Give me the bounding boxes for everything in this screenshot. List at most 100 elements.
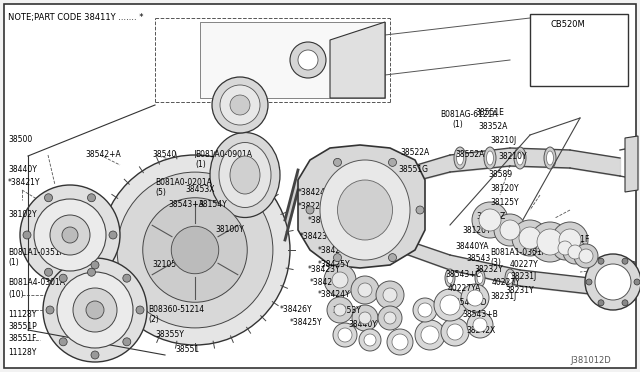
- Ellipse shape: [454, 147, 466, 169]
- Text: B081A1-0351A: B081A1-0351A: [490, 248, 547, 257]
- Circle shape: [333, 158, 342, 166]
- Text: 38242X: 38242X: [466, 326, 495, 335]
- Text: CB520M: CB520M: [550, 20, 586, 29]
- Circle shape: [352, 305, 378, 331]
- Circle shape: [467, 312, 493, 338]
- Circle shape: [59, 274, 67, 282]
- Circle shape: [332, 272, 348, 288]
- Circle shape: [421, 326, 439, 344]
- Circle shape: [62, 227, 78, 243]
- Circle shape: [117, 172, 273, 328]
- Circle shape: [45, 194, 52, 202]
- Circle shape: [598, 300, 604, 306]
- Circle shape: [440, 295, 460, 315]
- Polygon shape: [200, 22, 385, 98]
- Text: *38421Y: *38421Y: [8, 178, 40, 187]
- Circle shape: [579, 249, 593, 263]
- Polygon shape: [625, 136, 638, 192]
- Circle shape: [595, 264, 631, 300]
- Text: B081A0-0201A: B081A0-0201A: [155, 178, 212, 187]
- Polygon shape: [620, 258, 635, 300]
- Circle shape: [479, 209, 501, 231]
- Circle shape: [383, 288, 397, 302]
- Text: *38225X: *38225X: [298, 202, 331, 211]
- Ellipse shape: [541, 57, 553, 67]
- Circle shape: [23, 231, 31, 239]
- Ellipse shape: [507, 273, 513, 283]
- Circle shape: [220, 85, 260, 125]
- Text: (5): (5): [155, 188, 166, 197]
- Circle shape: [574, 244, 598, 268]
- Text: 38232Y: 38232Y: [474, 265, 502, 274]
- Circle shape: [143, 198, 247, 302]
- Circle shape: [586, 279, 592, 285]
- Circle shape: [622, 300, 628, 306]
- Text: *38425Y: *38425Y: [290, 318, 323, 327]
- Text: 38510N: 38510N: [360, 210, 390, 219]
- Text: 38352A: 38352A: [478, 122, 508, 131]
- Circle shape: [568, 245, 582, 259]
- Text: 32105Y: 32105Y: [152, 260, 180, 269]
- Ellipse shape: [486, 151, 493, 165]
- Circle shape: [88, 194, 95, 202]
- Circle shape: [172, 226, 219, 274]
- Circle shape: [388, 158, 397, 166]
- Text: B081AG-6121A: B081AG-6121A: [440, 110, 498, 119]
- Text: 38120Y: 38120Y: [462, 226, 491, 235]
- Circle shape: [136, 306, 144, 314]
- Circle shape: [100, 155, 290, 345]
- Text: *38427J: *38427J: [310, 278, 340, 287]
- Circle shape: [20, 185, 120, 285]
- Circle shape: [73, 288, 117, 332]
- Text: 38543+D: 38543+D: [450, 298, 486, 307]
- Circle shape: [86, 301, 104, 319]
- Circle shape: [359, 312, 371, 324]
- Circle shape: [359, 329, 381, 351]
- Ellipse shape: [544, 147, 556, 169]
- Circle shape: [327, 297, 353, 323]
- Circle shape: [634, 279, 640, 285]
- Text: *38426Y: *38426Y: [280, 305, 312, 314]
- Text: 38551G: 38551G: [398, 165, 428, 174]
- Circle shape: [387, 329, 413, 355]
- Circle shape: [230, 95, 250, 115]
- Text: 38543+C: 38543+C: [445, 270, 481, 279]
- Text: 38543+B: 38543+B: [462, 310, 498, 319]
- Circle shape: [472, 202, 508, 238]
- Ellipse shape: [230, 156, 260, 194]
- Circle shape: [563, 240, 587, 264]
- Circle shape: [212, 77, 268, 133]
- Text: 40227Y: 40227Y: [492, 278, 521, 287]
- Circle shape: [418, 303, 432, 317]
- Circle shape: [473, 318, 487, 332]
- Text: (1): (1): [452, 120, 463, 129]
- Circle shape: [290, 42, 326, 78]
- Text: 11128Y: 11128Y: [8, 310, 36, 319]
- Circle shape: [461, 284, 489, 312]
- Ellipse shape: [516, 151, 524, 165]
- Circle shape: [109, 231, 117, 239]
- Circle shape: [50, 215, 90, 255]
- Text: 38210Y: 38210Y: [498, 152, 527, 161]
- Ellipse shape: [456, 151, 463, 165]
- Circle shape: [45, 268, 52, 276]
- Text: 38543: 38543: [466, 254, 490, 263]
- Circle shape: [467, 290, 483, 306]
- Circle shape: [324, 264, 356, 296]
- Ellipse shape: [553, 41, 595, 59]
- Text: 38551E: 38551E: [475, 108, 504, 117]
- Circle shape: [43, 258, 147, 362]
- Ellipse shape: [505, 269, 515, 287]
- Text: 38551: 38551: [175, 345, 199, 354]
- Circle shape: [123, 338, 131, 346]
- Polygon shape: [330, 22, 385, 98]
- Text: 38542+A: 38542+A: [85, 150, 121, 159]
- Text: *38424YA: *38424YA: [298, 188, 335, 197]
- Text: 40227YA: 40227YA: [448, 284, 481, 293]
- Circle shape: [415, 320, 445, 350]
- Circle shape: [585, 254, 640, 310]
- Ellipse shape: [547, 151, 554, 165]
- Text: 11128Y: 11128Y: [8, 348, 36, 357]
- Text: (2): (2): [148, 315, 159, 324]
- Text: 38453X: 38453X: [185, 185, 214, 194]
